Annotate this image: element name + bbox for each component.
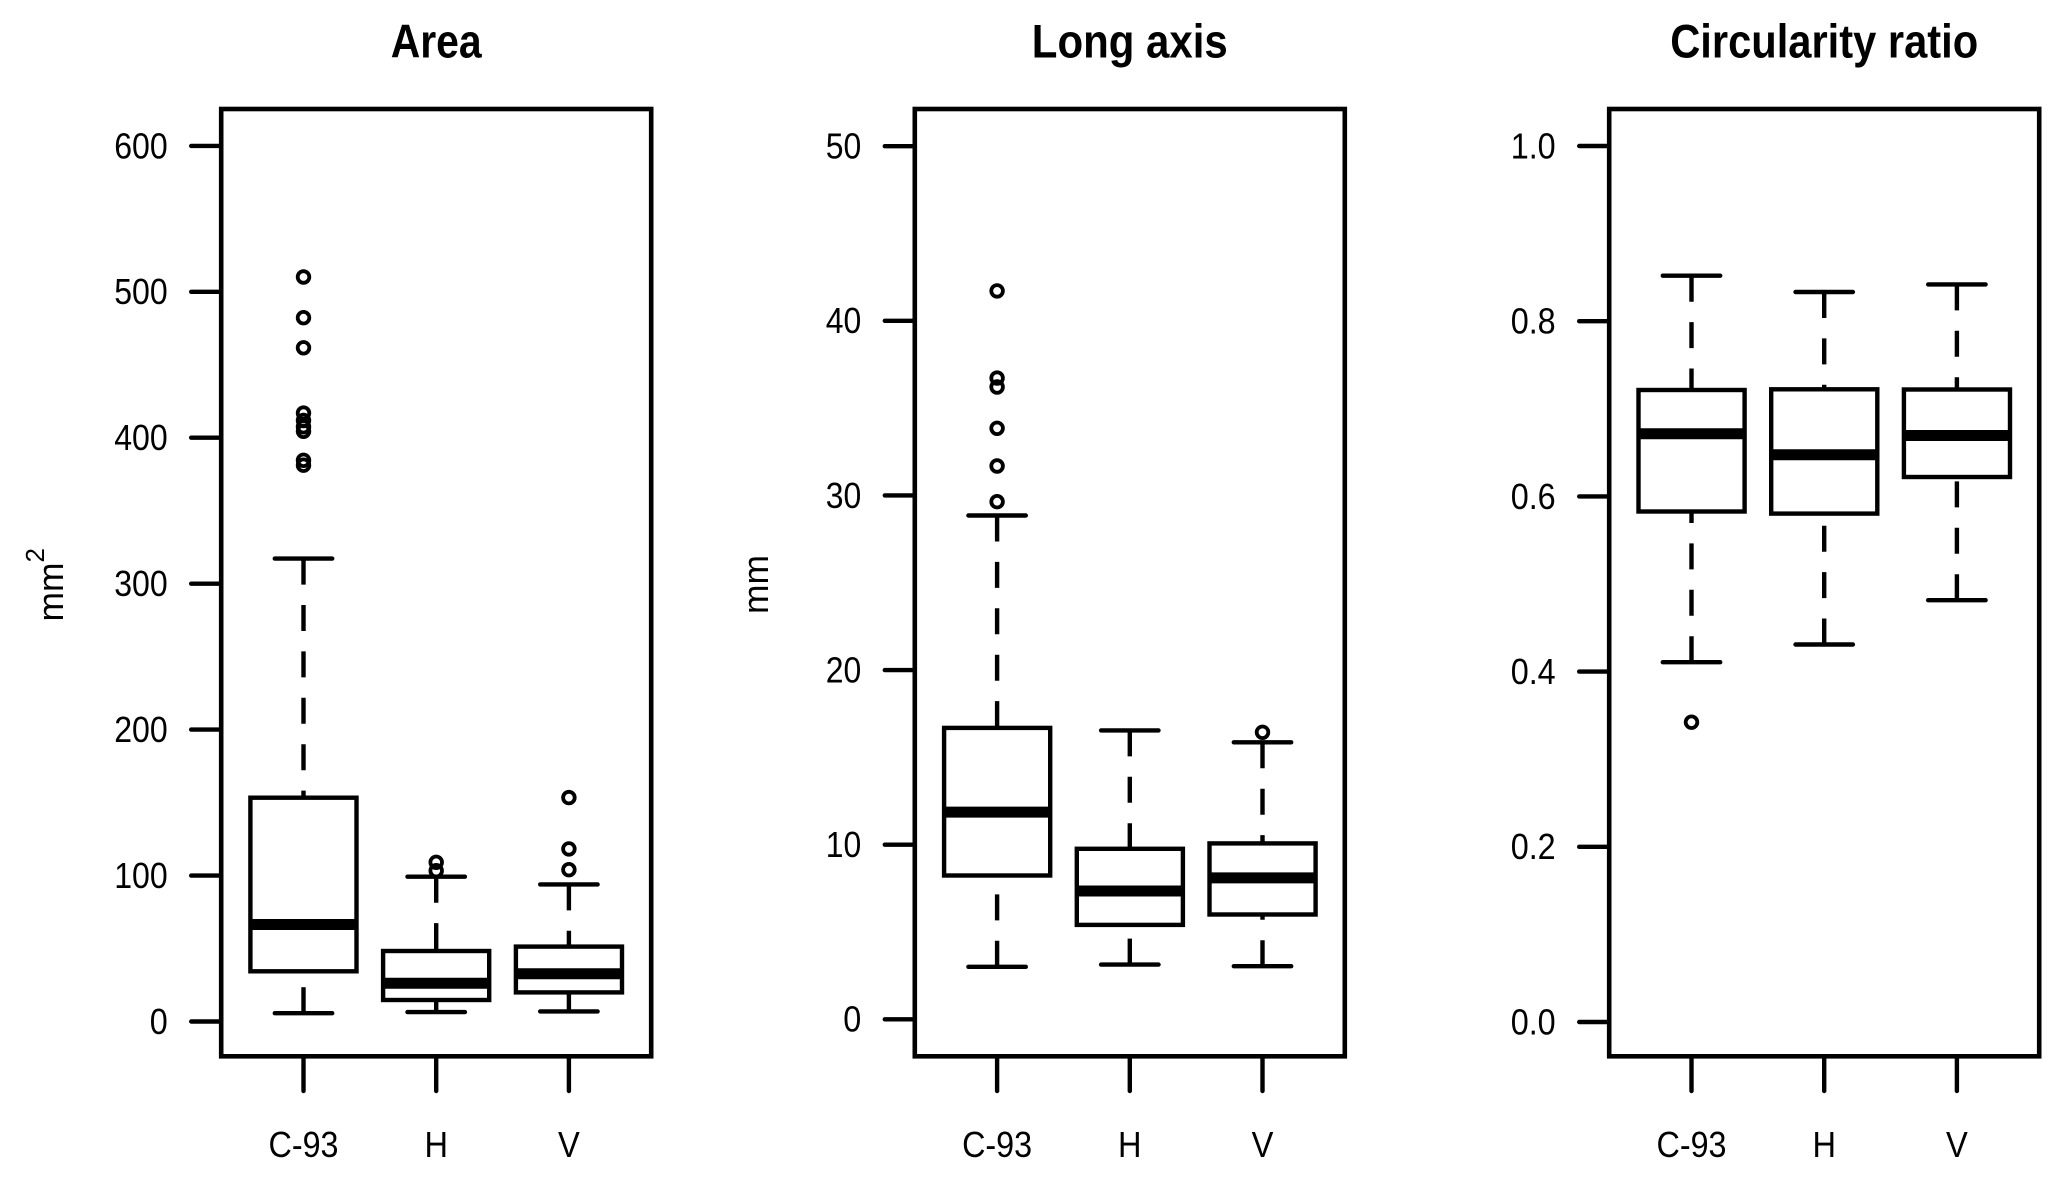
svg-text:0: 0 bbox=[843, 999, 861, 1040]
svg-text:0.4: 0.4 bbox=[1511, 651, 1556, 692]
svg-text:30: 30 bbox=[826, 475, 862, 516]
svg-text:300: 300 bbox=[114, 563, 168, 604]
svg-text:0.2: 0.2 bbox=[1511, 826, 1556, 867]
svg-text:Circularity ratio: Circularity ratio bbox=[1670, 16, 1978, 69]
svg-text:C-93: C-93 bbox=[962, 1124, 1032, 1165]
svg-text:C-93: C-93 bbox=[269, 1124, 339, 1165]
svg-text:H: H bbox=[1812, 1124, 1836, 1165]
svg-text:Area: Area bbox=[391, 16, 482, 69]
svg-text:V: V bbox=[1252, 1124, 1274, 1165]
svg-text:H: H bbox=[424, 1124, 448, 1165]
svg-text:10: 10 bbox=[826, 824, 862, 865]
svg-text:200: 200 bbox=[114, 709, 168, 750]
svg-text:mm: mm bbox=[735, 555, 776, 614]
svg-text:500: 500 bbox=[114, 271, 168, 312]
svg-text:1.0: 1.0 bbox=[1511, 125, 1556, 166]
svg-text:600: 600 bbox=[114, 125, 168, 166]
svg-text:V: V bbox=[1946, 1124, 1968, 1165]
svg-text:Long axis: Long axis bbox=[1032, 16, 1228, 69]
svg-text:0: 0 bbox=[150, 1001, 168, 1042]
svg-text:0.8: 0.8 bbox=[1511, 301, 1556, 342]
svg-text:C-93: C-93 bbox=[1657, 1124, 1727, 1165]
svg-text:0.6: 0.6 bbox=[1511, 476, 1556, 517]
svg-text:50: 50 bbox=[826, 126, 862, 167]
svg-text:100: 100 bbox=[114, 855, 168, 896]
svg-text:0.0: 0.0 bbox=[1511, 1001, 1556, 1042]
svg-text:400: 400 bbox=[114, 417, 168, 458]
svg-text:20: 20 bbox=[826, 650, 862, 691]
svg-text:mm2: mm2 bbox=[20, 548, 71, 621]
svg-text:40: 40 bbox=[826, 300, 862, 341]
svg-text:H: H bbox=[1118, 1124, 1142, 1165]
svg-text:V: V bbox=[558, 1124, 580, 1165]
